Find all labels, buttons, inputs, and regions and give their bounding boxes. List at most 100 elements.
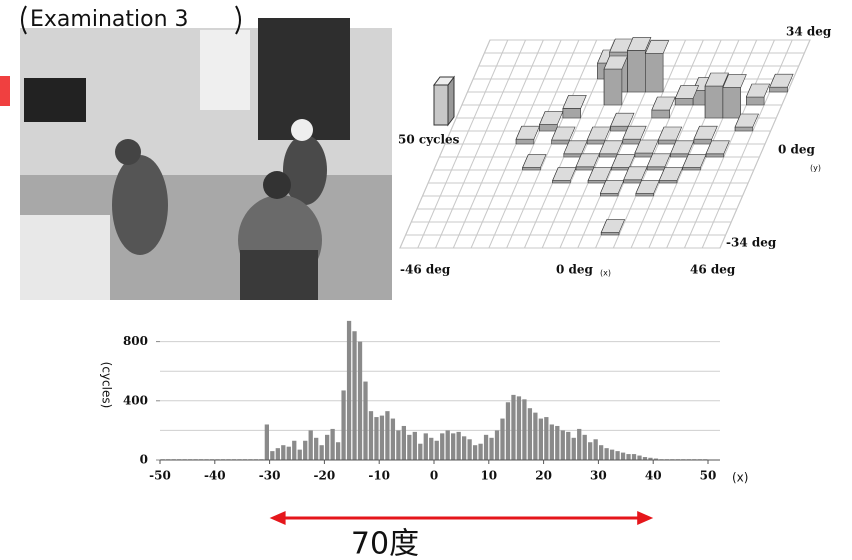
- y-axis-label: 34 deg: [786, 25, 832, 39]
- bar-front: [516, 139, 534, 144]
- edge-marker: [0, 76, 10, 106]
- bar-front: [658, 140, 676, 144]
- bar: [550, 424, 554, 460]
- bar: [610, 450, 614, 460]
- bar: [380, 416, 384, 460]
- bar-front: [587, 140, 605, 144]
- photo-head: [291, 119, 313, 141]
- x-tick-label: -10: [368, 469, 390, 483]
- bar: [500, 419, 504, 460]
- bar: [292, 441, 296, 460]
- x-axis-label: -46 deg: [400, 263, 451, 277]
- bar: [369, 411, 373, 460]
- bar: [341, 390, 345, 460]
- annotation-label: 70度: [351, 527, 419, 560]
- bar: [402, 426, 406, 460]
- bar: [281, 445, 285, 460]
- bar-front: [576, 167, 594, 170]
- bar-front: [612, 168, 630, 170]
- bar-front: [723, 88, 741, 118]
- bar: [358, 342, 362, 460]
- bar-front: [706, 154, 724, 157]
- bar-front: [601, 233, 619, 235]
- x-axis-label: 0 deg: [556, 263, 594, 277]
- bar: [424, 433, 428, 460]
- bar: [309, 430, 313, 460]
- bar: [473, 445, 477, 460]
- photo-chair: [240, 250, 318, 300]
- x-axis-label: 46 deg: [690, 263, 736, 277]
- x-axis-name: (x): [600, 269, 611, 278]
- bar: [637, 456, 641, 460]
- bar-front: [623, 139, 641, 144]
- bar-front: [694, 139, 712, 144]
- bar-front: [552, 140, 570, 144]
- bar-front: [588, 181, 606, 183]
- photo-table: [20, 215, 110, 300]
- title: Examination 3: [30, 7, 189, 32]
- bar-front: [659, 181, 677, 183]
- bar: [489, 438, 493, 460]
- bar: [577, 429, 581, 460]
- bar: [511, 395, 515, 460]
- bar: [440, 433, 444, 460]
- bar-front: [553, 181, 571, 183]
- bar: [583, 435, 587, 460]
- x-tick-label: 50: [700, 469, 717, 483]
- bar: [429, 438, 433, 460]
- bar: [604, 448, 608, 460]
- x-tick-label: -20: [314, 469, 336, 483]
- bar: [363, 382, 367, 460]
- bar: [621, 453, 625, 460]
- bar-front: [645, 54, 663, 92]
- y-tick-label: 800: [123, 334, 148, 348]
- bar: [314, 438, 318, 460]
- bar-front: [770, 87, 788, 92]
- bar: [418, 444, 422, 460]
- bar-front: [683, 168, 701, 170]
- photo-monitor: [24, 78, 86, 122]
- scale-front: [434, 85, 448, 125]
- bar: [347, 321, 351, 460]
- y-axis-label: -34 deg: [726, 236, 777, 250]
- bar: [506, 402, 510, 460]
- bar: [533, 413, 537, 460]
- bar: [517, 396, 521, 460]
- bar: [407, 435, 411, 460]
- bar-front: [624, 180, 642, 183]
- bar: [555, 426, 559, 460]
- y-axis-name: (y): [810, 164, 821, 173]
- bar: [544, 417, 548, 460]
- bar-front: [600, 194, 618, 196]
- x-tick-label: -40: [204, 469, 226, 483]
- bar: [391, 419, 395, 460]
- bar-front: [746, 97, 764, 105]
- y-tick-label: 0: [140, 453, 148, 467]
- bar: [528, 408, 532, 460]
- photo-head: [115, 139, 141, 165]
- figure: Examination 3 70度 50 cycles -46 deg 0 deg 4…: [0, 0, 852, 560]
- bar: [413, 432, 417, 460]
- bar: [325, 435, 329, 460]
- bar-front: [652, 110, 670, 118]
- bar: [298, 450, 302, 460]
- bar: [270, 451, 274, 460]
- photo-window: [200, 30, 250, 110]
- bar: [336, 442, 340, 460]
- bar: [352, 331, 356, 460]
- arrow-head: [637, 511, 653, 525]
- bar: [396, 430, 400, 460]
- bar: [462, 436, 466, 460]
- bar: [561, 430, 565, 460]
- bar-front: [540, 125, 558, 131]
- bar-front: [564, 154, 582, 157]
- bar: [626, 454, 630, 460]
- bar: [522, 399, 526, 460]
- bar: [276, 448, 280, 460]
- bar-front: [647, 167, 665, 170]
- bar: [374, 417, 378, 460]
- bar: [385, 411, 389, 460]
- scale-label: 50 cycles: [398, 133, 460, 147]
- bar: [303, 441, 307, 460]
- bar: [588, 442, 592, 460]
